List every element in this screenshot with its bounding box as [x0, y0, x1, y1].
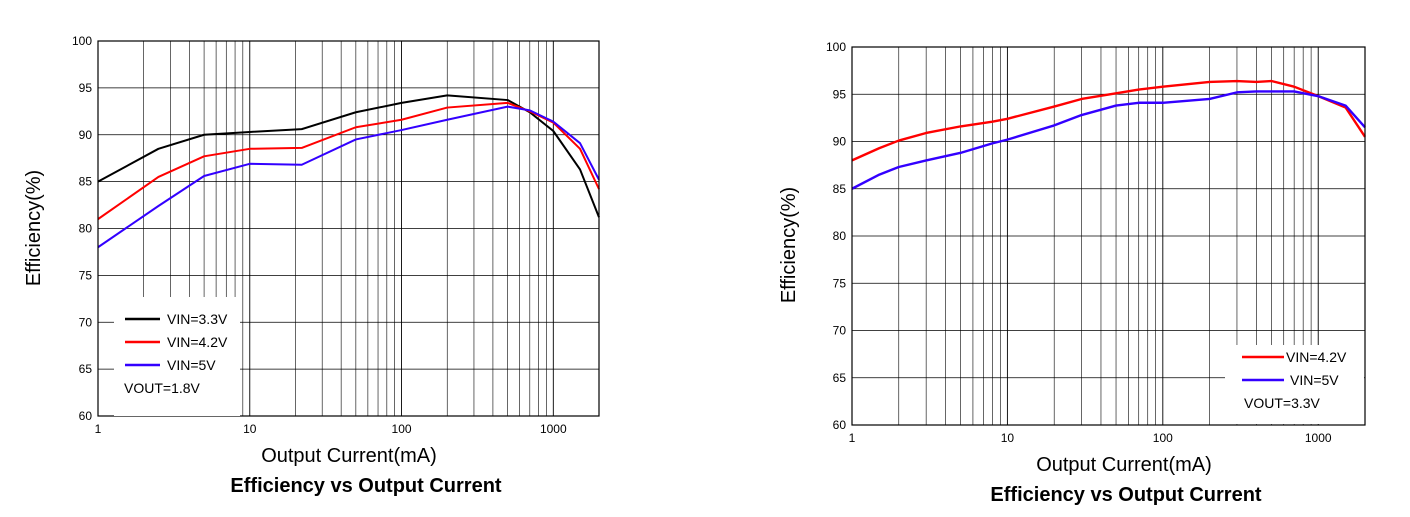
xtick-label: 100 [1153, 431, 1173, 445]
chart-right-series [851, 79, 1367, 190]
chart-left-series [97, 94, 600, 249]
chart-left-legend: VIN=3.3V VIN=4.2V VIN=5V VOUT=1.8V [114, 297, 240, 416]
chart-left-title: Efficiency vs Output Current [230, 475, 501, 497]
ytick-label: 80 [833, 229, 847, 243]
chart-right-title: Efficiency vs Output Current [990, 484, 1261, 506]
legend-background [114, 297, 240, 416]
chart-left-ticks: 60 65 70 75 80 85 90 95 100 1 10 100 1000 [72, 34, 567, 436]
legend-note: VOUT=3.3V [1244, 395, 1321, 411]
ytick-label: 90 [833, 135, 847, 149]
ytick-label: 60 [79, 409, 93, 423]
legend-label: VIN=5V [167, 357, 216, 373]
ytick-label: 85 [833, 182, 847, 196]
legend-note: VOUT=1.8V [124, 380, 201, 396]
chart-right-ylabel: Efficiency(%) [778, 187, 800, 303]
xtick-label: 1 [849, 431, 856, 445]
chart-right-ticks: 60 65 70 75 80 85 90 95 100 1 10 100 1000 [826, 40, 1332, 445]
xtick-label: 1000 [1305, 431, 1332, 445]
series-line-vin-3-3v [97, 94, 600, 218]
ytick-label: 65 [833, 371, 847, 385]
ytick-label: 95 [833, 87, 847, 101]
chart-left-xlabel: Output Current(mA) [261, 445, 437, 467]
legend-label: VIN=5V [1290, 372, 1339, 388]
chart-left-ylabel: Efficiency(%) [23, 170, 45, 286]
series-line-vin-4-2v [97, 101, 600, 220]
xtick-label: 10 [1001, 431, 1015, 445]
xtick-label: 1 [95, 422, 102, 436]
ytick-label: 95 [79, 81, 93, 95]
ytick-label: 75 [833, 276, 847, 290]
chart-right-legend: VIN=4.2V VIN=5V VOUT=3.3V [1225, 345, 1364, 424]
chart-right-xlabel: Output Current(mA) [1036, 454, 1212, 476]
ytick-label: 60 [833, 418, 847, 432]
ytick-label: 70 [833, 324, 847, 338]
series-line-vin-5v [97, 105, 600, 249]
ytick-label: 100 [826, 40, 846, 54]
ytick-label: 75 [79, 268, 93, 282]
chart-left-plot-frame [97, 40, 600, 417]
ytick-label: 100 [72, 34, 92, 48]
legend-label: VIN=3.3V [167, 311, 228, 327]
ytick-label: 80 [79, 222, 93, 236]
chart-right-plot-frame [851, 46, 1366, 426]
ytick-label: 70 [79, 315, 93, 329]
legend-label: VIN=4.2V [1286, 349, 1347, 365]
ytick-label: 90 [79, 128, 93, 142]
series-line-vin-4-2v [851, 79, 1367, 162]
ytick-label: 85 [79, 175, 93, 189]
series-line-vin-5v [851, 90, 1366, 190]
xtick-label: 1000 [540, 422, 567, 436]
legend-label: VIN=4.2V [167, 334, 228, 350]
ytick-label: 65 [79, 362, 93, 376]
xtick-label: 10 [243, 422, 257, 436]
xtick-label: 100 [392, 422, 412, 436]
